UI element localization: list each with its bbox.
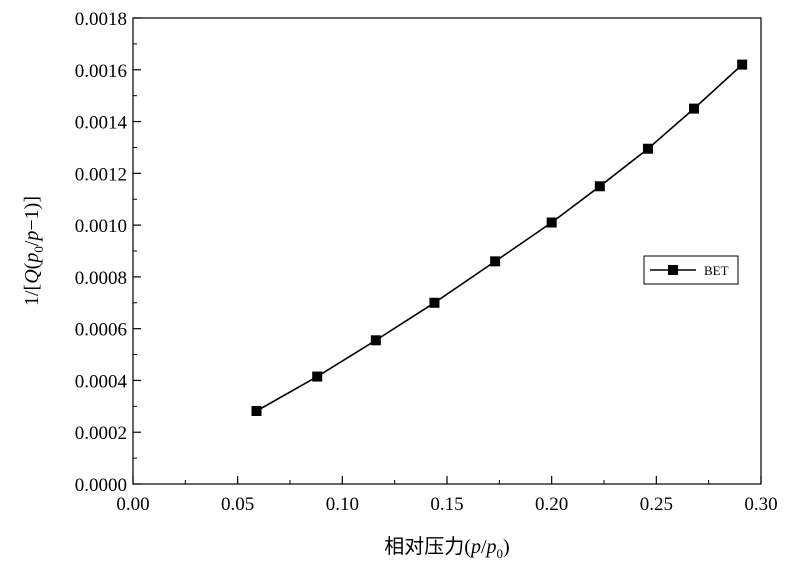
x-axis-tick-labels: 0.00 0.05 0.10 0.15 0.20 0.25 0.30: [116, 494, 777, 515]
y-tick-label: 0.0016: [75, 61, 127, 82]
y-tick-label: 0.0006: [75, 320, 127, 341]
y-tick-label: 0.0010: [75, 216, 127, 237]
y-axis-ticks: [133, 17, 141, 485]
legend-marker-sample: [668, 265, 678, 275]
x-tick-label: 0.20: [535, 494, 568, 515]
y-tick-label: 0.0014: [75, 113, 128, 134]
y-tick-label: 0.0004: [75, 371, 128, 392]
x-tick-label: 0.30: [744, 494, 777, 515]
data-point: [689, 103, 700, 114]
y-axis-title-group: 1/[Q(p0/p−1)]: [21, 196, 46, 306]
data-point: [546, 217, 557, 228]
data-point: [490, 256, 501, 267]
y-tick-label: 0.0012: [75, 164, 127, 185]
y-tick-label: 0.0008: [75, 268, 127, 289]
x-tick-label: 0.15: [430, 494, 463, 515]
y-axis-tick-labels: 0.0000 0.0002 0.0004 0.0006 0.0008 0.0010 0.00…: [75, 9, 128, 496]
x-tick-label: 0.10: [326, 494, 359, 515]
series-line-bet: [256, 64, 743, 412]
x-tick-label: 0.25: [640, 494, 673, 515]
plot-frame: [132, 17, 762, 485]
y-tick-label: 0.0018: [75, 9, 127, 30]
data-point: [251, 405, 262, 416]
legend: BET: [643, 255, 739, 285]
x-tick-label: 0.00: [116, 494, 149, 515]
data-point: [312, 371, 323, 382]
y-tick-label: 0.0002: [75, 423, 127, 444]
y-axis-title: 1/[Q(p0/p−1)]: [21, 196, 46, 306]
data-point: [737, 59, 748, 70]
y-tick-label: 0.0000: [75, 475, 127, 496]
data-point: [429, 297, 440, 308]
x-axis-ticks: [132, 476, 762, 484]
data-point: [594, 181, 605, 192]
data-point: [642, 143, 653, 154]
data-point: [370, 335, 381, 346]
legend-label-bet: BET: [704, 263, 729, 278]
series-layer: [251, 59, 748, 416]
x-tick-label: 0.05: [221, 494, 254, 515]
x-axis-title: 相对压力(p/p0): [384, 535, 509, 561]
